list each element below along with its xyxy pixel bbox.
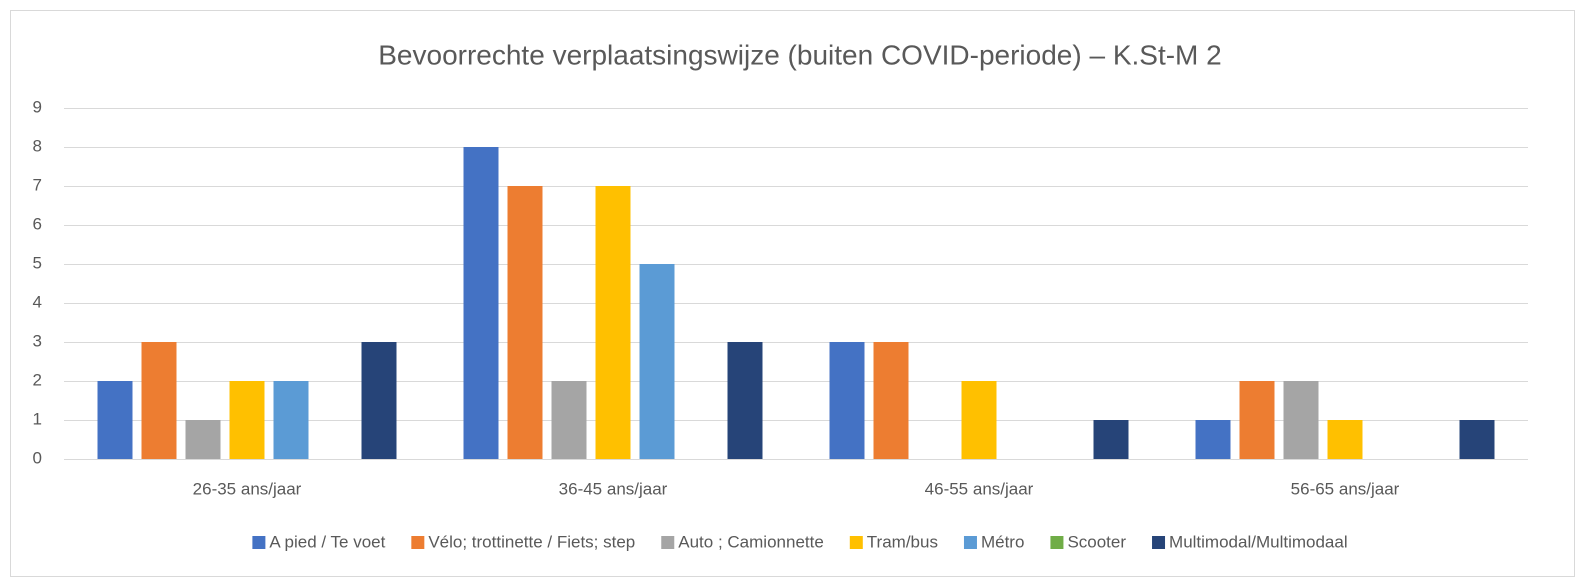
legend-swatch	[411, 536, 425, 549]
bar	[463, 147, 499, 459]
legend-swatch	[963, 536, 977, 549]
legend-label: A pied / Te voet	[269, 532, 385, 551]
bar	[1283, 381, 1319, 459]
y-tick-label: 1	[33, 409, 42, 428]
y-tick-label: 7	[33, 175, 42, 194]
legend-label: Métro	[981, 532, 1024, 551]
y-tick-label: 4	[33, 292, 42, 311]
bar	[727, 342, 763, 459]
y-tick-label: 8	[33, 136, 42, 155]
bar	[829, 342, 865, 459]
legend-swatch	[1152, 536, 1166, 549]
legend-label: Vélo; trottinette / Fiets; step	[428, 532, 635, 551]
legend-label: Tram/bus	[867, 532, 938, 551]
legend-swatch	[849, 536, 863, 549]
legend-label: Scooter	[1067, 532, 1126, 551]
x-tick-label: 46-55 ans/jaar	[925, 479, 1034, 498]
legend-label: Multimodal/Multimodaal	[1169, 532, 1348, 551]
chart-frame	[10, 10, 1575, 577]
bar	[1459, 420, 1495, 459]
legend-swatch	[252, 536, 266, 549]
x-tick-label: 36-45 ans/jaar	[559, 479, 668, 498]
legend-label: Auto ; Camionnette	[678, 532, 824, 551]
bar	[1327, 420, 1363, 459]
bar	[141, 342, 177, 459]
bar	[873, 342, 909, 459]
x-tick-label: 56-65 ans/jaar	[1291, 479, 1400, 498]
bar	[97, 381, 133, 459]
y-tick-label: 5	[33, 253, 42, 272]
bar	[961, 381, 997, 459]
legend-swatch	[661, 536, 675, 549]
y-tick-label: 6	[33, 214, 42, 233]
bar	[273, 381, 309, 459]
chart-title: Bevoorrechte verplaatsingswijze (buiten …	[378, 39, 1221, 70]
bar	[1239, 381, 1275, 459]
y-tick-label: 2	[33, 370, 42, 389]
y-tick-label: 0	[33, 448, 42, 467]
bar	[1195, 420, 1231, 459]
y-tick-label: 3	[33, 331, 42, 350]
bar	[551, 381, 587, 459]
bar	[361, 342, 397, 459]
legend-swatch	[1050, 536, 1064, 549]
bar	[507, 186, 543, 459]
y-tick-label: 9	[33, 97, 42, 116]
bar	[639, 264, 675, 459]
bar	[229, 381, 265, 459]
bar	[1093, 420, 1129, 459]
bar	[185, 420, 221, 459]
bar	[595, 186, 631, 459]
x-tick-label: 26-35 ans/jaar	[193, 479, 302, 498]
